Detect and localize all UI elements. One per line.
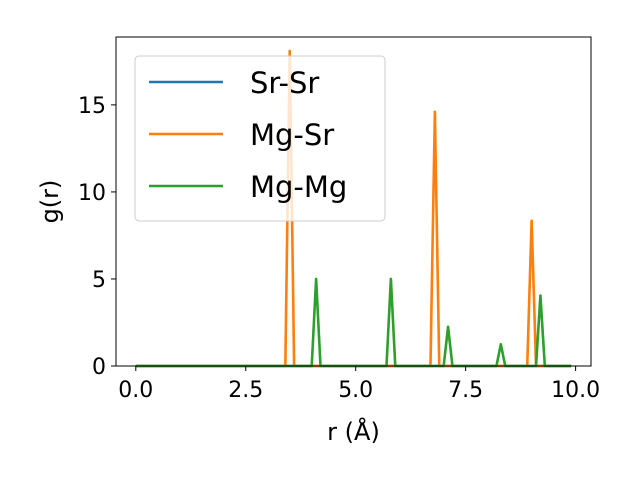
x-tick-label: 2.5 xyxy=(228,378,263,403)
x-tick-label: 7.5 xyxy=(448,378,483,403)
legend-box xyxy=(134,55,386,222)
y-tick-label: 10 xyxy=(78,181,106,206)
y-tick-label: 0 xyxy=(92,355,106,380)
legend-label-1: Mg-Sr xyxy=(250,118,334,152)
x-tick-label: 10.0 xyxy=(551,378,600,403)
y-axis-label: g(r) xyxy=(36,180,64,224)
x-tick-label: 0.0 xyxy=(118,378,153,403)
x-axis-label: r (Å) xyxy=(327,417,380,446)
legend-label-0: Sr-Sr xyxy=(250,66,319,100)
x-tick-label: 5.0 xyxy=(338,378,373,403)
plot-frame xyxy=(115,36,592,367)
axes-layer: 0.0 2.5 5.0 7.5 10.0 0 5 10 15 r (Å) g(r) xyxy=(36,36,600,446)
series-line-2 xyxy=(135,277,572,368)
legend-label-2: Mg-Mg xyxy=(250,170,347,204)
y-tick-label: 5 xyxy=(92,268,106,293)
y-tick-label: 15 xyxy=(78,94,106,119)
legend: Sr-Sr Mg-Sr Mg-Mg xyxy=(134,55,386,222)
